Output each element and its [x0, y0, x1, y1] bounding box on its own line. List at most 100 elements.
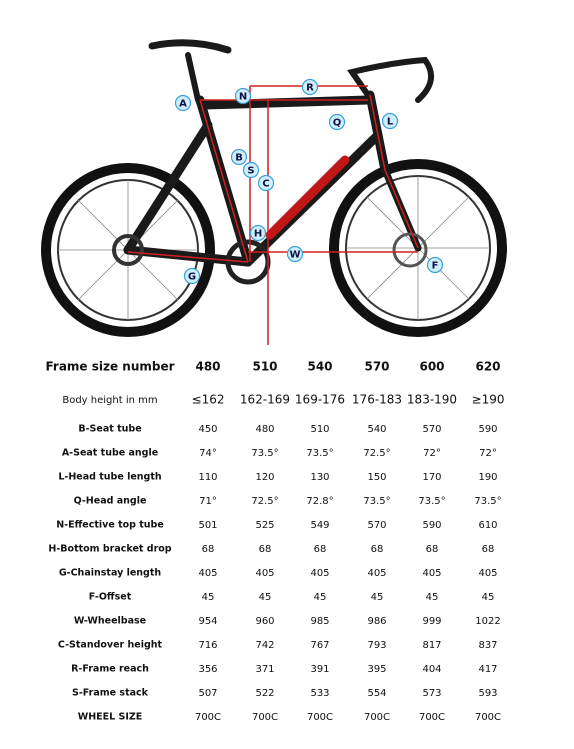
table-cell: 960 [255, 616, 274, 627]
table-cell: 68 [371, 544, 384, 555]
table-cell: 510 [310, 424, 329, 435]
table-cell: 700C [364, 712, 390, 723]
row-label: Body height in mm [62, 395, 157, 406]
table-cell: 700C [252, 712, 278, 723]
table-cell: 45 [482, 592, 495, 603]
table-cell: 450 [198, 424, 217, 435]
table-cell: 610 [478, 520, 497, 531]
table-cell: 170 [422, 472, 441, 483]
table-cell: 183-190 [407, 393, 457, 407]
row-label: N-Effective top tube [56, 520, 164, 531]
table-cell: 45 [371, 592, 384, 603]
table-cell: 45 [202, 592, 215, 603]
table-cell: 45 [426, 592, 439, 603]
label-badge [301, 78, 319, 96]
row-label: C-Standover height [58, 640, 163, 651]
table-cell: 68 [426, 544, 439, 555]
row-label: R-Frame reach [71, 664, 149, 675]
table-cell: 68 [314, 544, 327, 555]
table-cell: 405 [255, 568, 274, 579]
label-letter: A [179, 99, 187, 110]
row-label: WHEEL SIZE [78, 712, 143, 723]
table-cell: 73.5° [363, 496, 390, 507]
table-cell: 590 [478, 424, 497, 435]
table-cell: 507 [198, 688, 217, 699]
table-cell: 73.5° [418, 496, 445, 507]
row-label: A-Seat tube angle [62, 448, 158, 459]
label-badge [426, 256, 444, 274]
table-cell: 68 [259, 544, 272, 555]
label-badge [174, 94, 192, 112]
label-letter: Q [333, 118, 342, 129]
row-label: H-Bottom bracket drop [48, 544, 171, 555]
table-cell: 837 [478, 640, 497, 651]
table-cell: 73.5° [306, 448, 333, 459]
table-cell: 540 [367, 424, 386, 435]
label-letter: F [432, 261, 439, 272]
table-cell: 525 [255, 520, 274, 531]
table-cell: 593 [478, 688, 497, 699]
table-cell: 71° [199, 496, 217, 507]
table-cell: ≤162 [192, 393, 225, 407]
table-cell: ≥190 [472, 393, 505, 407]
row-label: W-Wheelbase [74, 616, 146, 627]
table-cell: 176-183 [352, 393, 402, 407]
table-cell: 985 [310, 616, 329, 627]
row-label: F-Offset [89, 592, 132, 603]
table-cell: 45 [314, 592, 327, 603]
label-badge [249, 224, 267, 242]
table-cell: 391 [310, 664, 329, 675]
table-cell: 793 [367, 640, 386, 651]
header-label: Frame size number [45, 360, 174, 374]
table-cell: 405 [198, 568, 217, 579]
table-cell: 356 [198, 664, 217, 675]
header-cell: 620 [475, 360, 500, 374]
label-badge [381, 112, 399, 130]
table-cell: 72° [479, 448, 497, 459]
table-cell: 68 [482, 544, 495, 555]
row-label: Q-Head angle [74, 496, 147, 507]
header-cell: 600 [419, 360, 444, 374]
row-label: L-Head tube length [58, 472, 162, 483]
table-cell: 162-169 [240, 393, 290, 407]
table-cell: 120 [255, 472, 274, 483]
table-cell: 501 [198, 520, 217, 531]
table-cell: 73.5° [474, 496, 501, 507]
table-cell: 590 [422, 520, 441, 531]
row-label: S-Frame stack [72, 688, 149, 699]
label-letter: C [262, 179, 269, 190]
table-cell: 570 [367, 520, 386, 531]
table-cell: 533 [310, 688, 329, 699]
header-cell: 540 [307, 360, 332, 374]
label-letter: N [239, 92, 247, 103]
table-cell: 150 [367, 472, 386, 483]
table-cell: 700C [475, 712, 501, 723]
label-badge [328, 113, 346, 131]
table-cell: 700C [307, 712, 333, 723]
label-badge [230, 148, 248, 166]
label-badge [242, 161, 260, 179]
row-label: G-Chainstay length [59, 568, 162, 579]
header-cell: 480 [195, 360, 220, 374]
table-cell: 72° [423, 448, 441, 459]
table-cell: 700C [419, 712, 445, 723]
table-cell: 716 [198, 640, 217, 651]
table-cell: 190 [478, 472, 497, 483]
table-cell: 405 [310, 568, 329, 579]
header-cell: 570 [364, 360, 389, 374]
table-cell: 68 [202, 544, 215, 555]
header-cell: 510 [252, 360, 277, 374]
table-cell: 72.5° [363, 448, 390, 459]
table-cell: 570 [422, 424, 441, 435]
label-letter: H [254, 229, 262, 240]
table-cell: 405 [478, 568, 497, 579]
table-cell: 371 [255, 664, 274, 675]
table-cell: 700C [195, 712, 221, 723]
table-cell: 954 [198, 616, 217, 627]
table-cell: 554 [367, 688, 386, 699]
table-cell: 999 [422, 616, 441, 627]
table-cell: 767 [310, 640, 329, 651]
table-cell: 417 [478, 664, 497, 675]
